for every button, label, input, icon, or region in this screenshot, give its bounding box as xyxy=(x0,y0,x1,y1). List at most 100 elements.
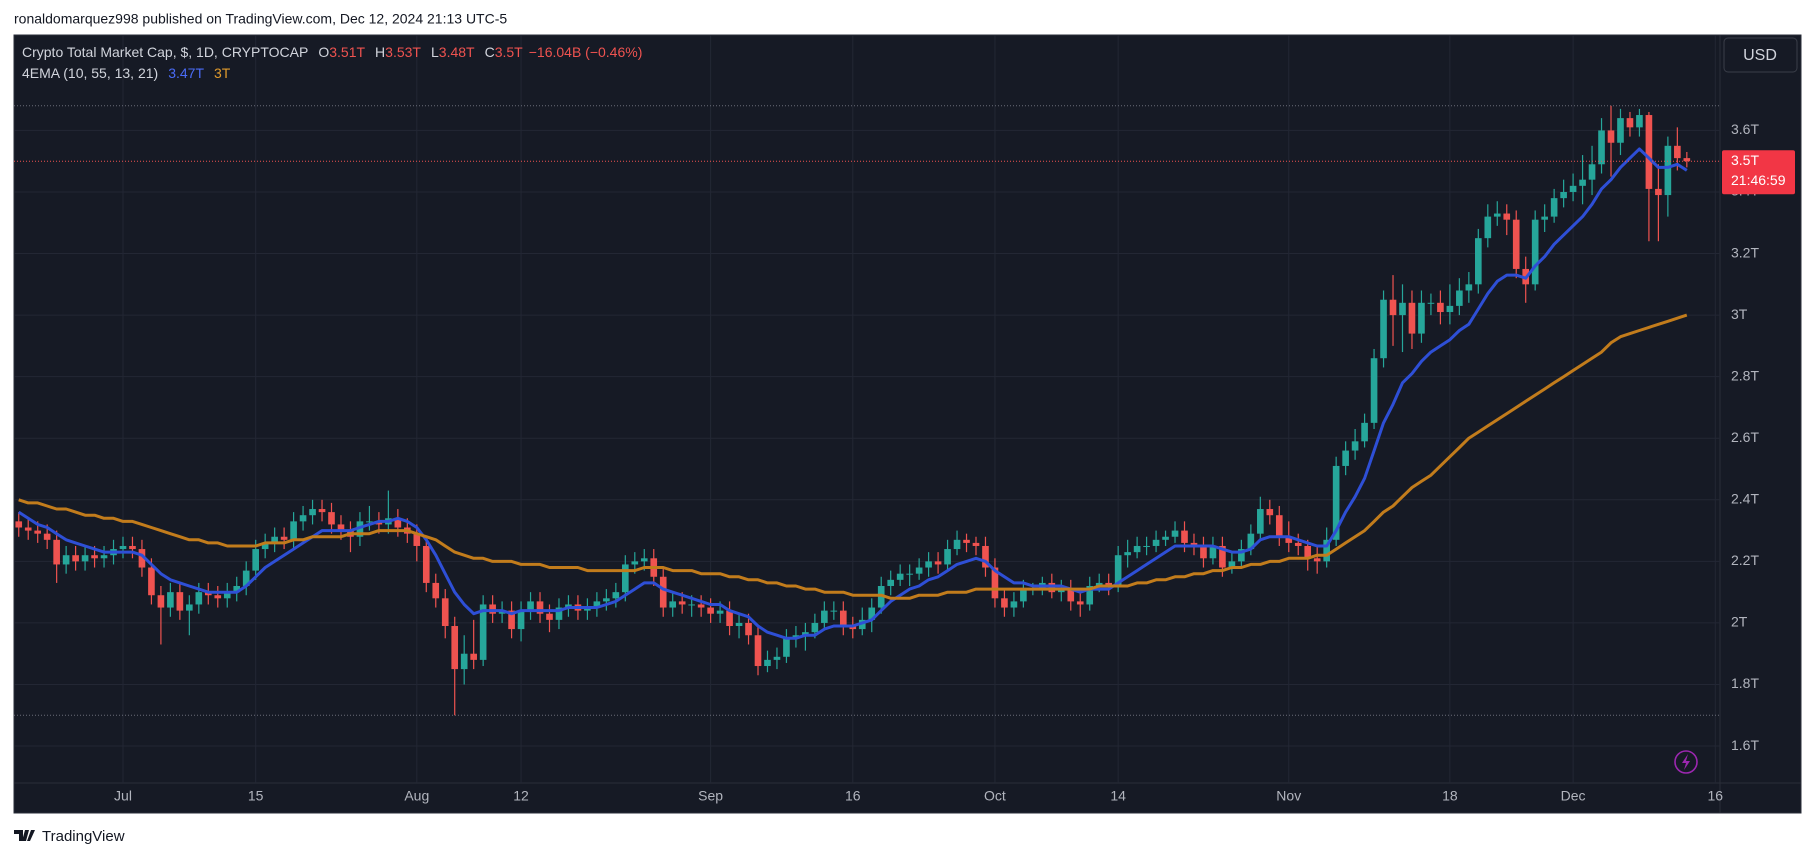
price-tag-label: 3.5T xyxy=(1731,152,1759,168)
candle-body xyxy=(1294,542,1302,546)
candle-body xyxy=(119,545,127,550)
candle-body xyxy=(821,610,828,623)
candle-body xyxy=(1588,164,1596,180)
candle-body xyxy=(261,542,269,550)
candle-body xyxy=(1219,545,1226,568)
symbol-legend: Crypto Total Market Cap, $, 1D, CRYPTOCA… xyxy=(22,44,642,60)
candle-body xyxy=(1095,582,1103,586)
candle-body xyxy=(678,601,686,605)
y-tick-label: 2.8T xyxy=(1731,367,1759,383)
candle-body xyxy=(1465,284,1473,291)
candle-body xyxy=(1162,536,1169,540)
candle-body xyxy=(688,604,695,606)
candle-body xyxy=(1057,589,1065,593)
candle-body xyxy=(896,573,904,580)
candle-body xyxy=(1067,589,1075,602)
candle-body xyxy=(868,607,876,620)
alert-icon-circle[interactable] xyxy=(1674,750,1698,774)
candle-body xyxy=(811,622,819,633)
candle-body xyxy=(62,555,70,565)
candle-body xyxy=(1446,305,1454,313)
candle-body xyxy=(1626,118,1634,128)
candle-body xyxy=(176,592,184,611)
candle-body xyxy=(1512,219,1520,269)
candle-body xyxy=(1598,130,1605,165)
ohlc-value: 3.53T xyxy=(385,44,421,60)
candle-body xyxy=(129,545,136,550)
candle-body xyxy=(1152,539,1160,546)
candle-body xyxy=(223,592,231,599)
chart-panel xyxy=(13,34,1802,814)
candle-body xyxy=(839,610,847,627)
candle-body xyxy=(1257,509,1264,534)
candle-body xyxy=(1683,158,1691,162)
candle-body xyxy=(1124,552,1131,556)
footer-brand: TradingView xyxy=(42,828,125,845)
candle-body xyxy=(584,607,591,611)
ohlc-label: H xyxy=(375,44,385,60)
candle-body xyxy=(830,610,838,612)
y-tick-label: 1.6T xyxy=(1731,737,1759,753)
candle-body xyxy=(659,576,667,608)
alert-icon-bolt[interactable] xyxy=(1682,754,1690,770)
candle-body xyxy=(318,509,326,513)
ema-line xyxy=(17,147,1688,640)
x-tick-label: 12 xyxy=(513,788,529,804)
candle-body xyxy=(432,582,440,599)
candle-body xyxy=(441,598,449,627)
currency-label[interactable]: USD xyxy=(1743,47,1777,64)
candle-body xyxy=(1645,115,1653,189)
candle-body xyxy=(1531,219,1539,285)
candle-body xyxy=(1560,191,1567,199)
currency-button[interactable] xyxy=(1723,37,1798,73)
candle-body xyxy=(764,659,771,667)
y-tick-label: 2.4T xyxy=(1731,491,1759,507)
candle-body xyxy=(1361,422,1368,442)
candle-body xyxy=(1550,198,1558,217)
candle-body xyxy=(1332,465,1340,540)
candle-body xyxy=(34,530,42,534)
candle-body xyxy=(593,601,601,608)
price-tag-countdown: 21:46:59 xyxy=(1731,172,1786,188)
candle-body xyxy=(1105,582,1113,586)
candle-body xyxy=(603,598,610,602)
candle-body xyxy=(328,512,335,525)
candle-body xyxy=(1020,589,1027,602)
ohlc-value: 3.5T xyxy=(495,44,523,60)
candle-body xyxy=(186,604,193,611)
candle-body xyxy=(15,521,23,528)
candle-body xyxy=(1228,561,1236,568)
candle-body xyxy=(1247,533,1255,550)
candle-body xyxy=(735,622,743,627)
candle-body xyxy=(1275,515,1283,537)
y-tick-label: 3.2T xyxy=(1731,244,1759,260)
indicator-value: 3.47T xyxy=(168,65,204,81)
candle-body xyxy=(1408,302,1416,334)
x-tick-label: 16 xyxy=(1707,788,1723,804)
candle-body xyxy=(536,601,544,614)
candle-body xyxy=(631,561,639,565)
candle-body xyxy=(1143,545,1150,547)
candle-body xyxy=(1342,450,1349,466)
candle-body xyxy=(1541,216,1548,220)
symbol-title: Crypto Total Market Cap, $, 1D, CRYPTOCA… xyxy=(22,44,308,60)
candle-body xyxy=(1313,558,1321,562)
candle-body xyxy=(252,549,260,571)
candle-body xyxy=(1086,585,1094,605)
candle-body xyxy=(773,656,781,660)
candle-body xyxy=(195,592,203,605)
alert-icon[interactable] xyxy=(1674,750,1698,774)
logo-mark xyxy=(14,830,35,841)
grid xyxy=(14,35,1720,783)
candle-body xyxy=(1133,545,1141,553)
x-tick-label: Jul xyxy=(114,788,132,804)
candle-body xyxy=(271,536,278,543)
candle-body xyxy=(1427,302,1435,304)
candle-body xyxy=(1389,299,1397,316)
plot xyxy=(14,105,1720,716)
candle-body xyxy=(517,610,525,630)
candle-body xyxy=(783,638,790,657)
candle-body xyxy=(157,595,165,608)
candle-body xyxy=(1323,539,1330,562)
candle-body xyxy=(413,533,421,546)
